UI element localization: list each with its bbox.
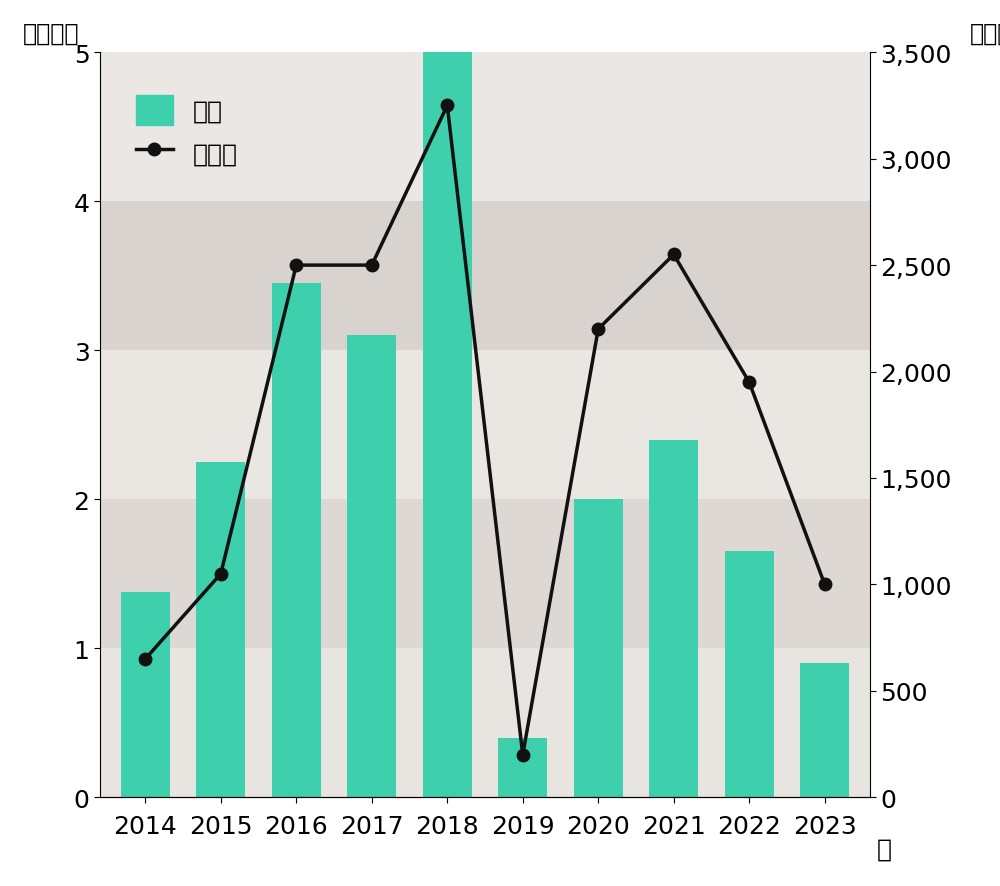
Bar <box>100 500 870 649</box>
Bar <box>649 440 698 797</box>
Legend: 棟数, 共済金: 棟数, 共済金 <box>136 96 238 169</box>
Bar <box>196 462 245 797</box>
Bar <box>725 552 774 797</box>
Bar <box>574 500 623 797</box>
Bar <box>423 53 472 797</box>
Bar <box>100 649 870 797</box>
Text: 年: 年 <box>877 836 892 860</box>
Bar <box>121 592 170 797</box>
Bar <box>100 202 870 351</box>
Bar <box>100 53 870 202</box>
Bar <box>347 336 396 797</box>
Bar <box>272 284 321 797</box>
Text: （億円）: （億円） <box>23 22 80 46</box>
Bar <box>800 664 849 797</box>
Bar <box>498 738 547 797</box>
Text: （棟）: （棟） <box>970 22 1000 46</box>
Bar <box>100 351 870 500</box>
